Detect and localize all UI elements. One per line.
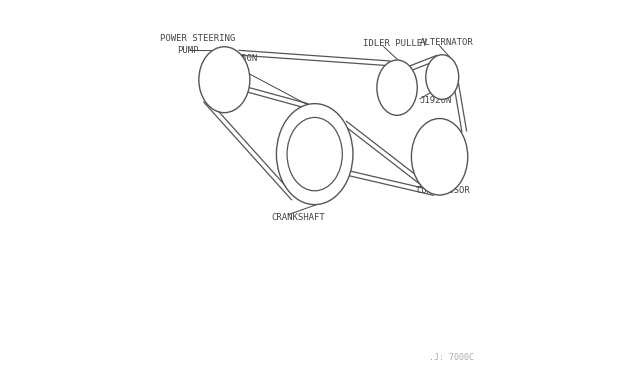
Text: .J: 7000C: .J: 7000C [429, 353, 474, 362]
Text: COMPRESSOR: COMPRESSOR [417, 186, 470, 195]
Text: ALTERNATOR: ALTERNATOR [420, 38, 474, 47]
Text: IDLER PULLEY: IDLER PULLEY [362, 39, 427, 48]
Ellipse shape [287, 118, 342, 191]
Ellipse shape [276, 104, 353, 205]
Ellipse shape [199, 47, 250, 113]
Ellipse shape [377, 60, 417, 115]
Text: CRANKSHAFT: CRANKSHAFT [271, 214, 325, 222]
Text: J1920N: J1920N [420, 96, 452, 106]
Text: PUMP: PUMP [177, 46, 199, 55]
Ellipse shape [426, 55, 459, 99]
Text: POWER STEERING: POWER STEERING [159, 34, 235, 43]
Ellipse shape [412, 119, 468, 195]
Text: J1950N: J1950N [225, 54, 258, 63]
